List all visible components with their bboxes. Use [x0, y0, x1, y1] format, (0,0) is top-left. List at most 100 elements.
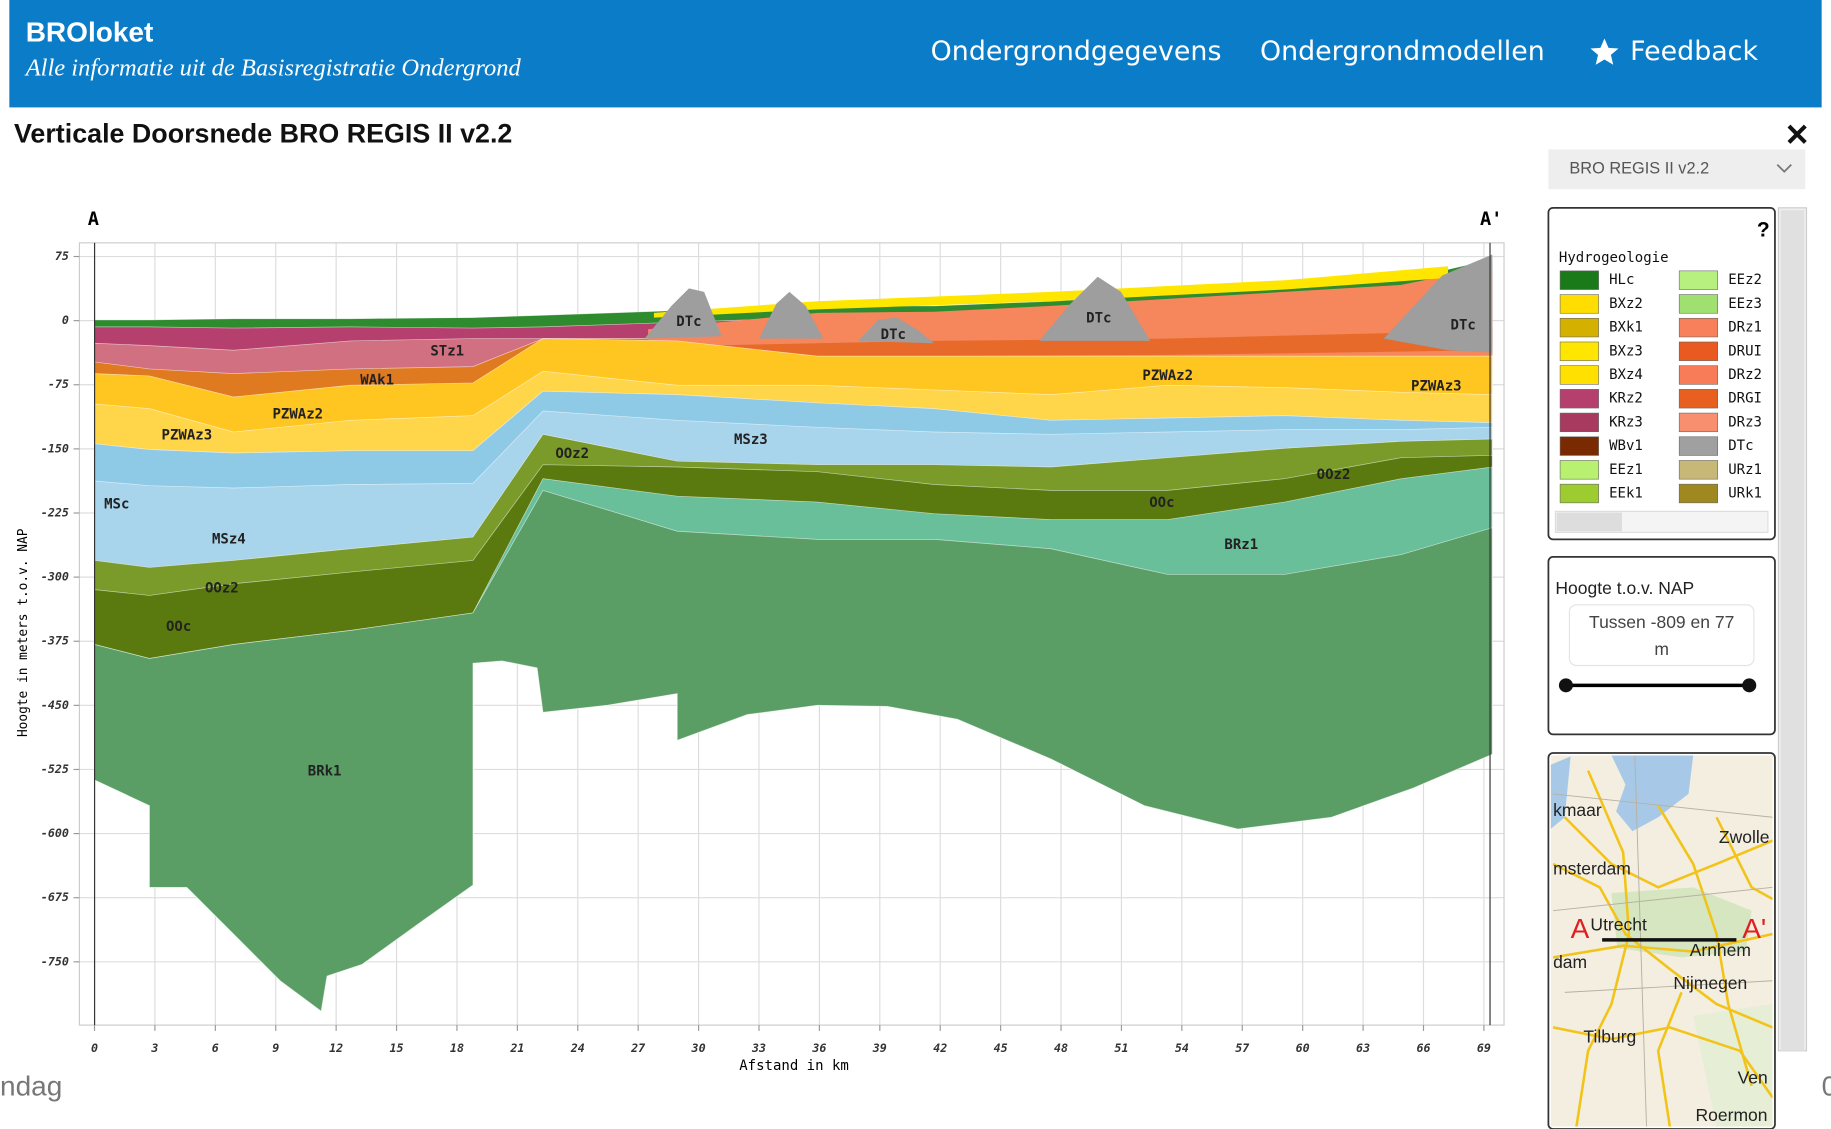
map-label: Nijmegen [1673, 973, 1747, 993]
x-tick-label: 36 [811, 1041, 826, 1055]
layer-label: WAk1 [360, 373, 394, 389]
slider-handle[interactable] [1559, 678, 1573, 692]
screen: ndag 0 BROloket Alle informatie uit de B… [0, 0, 1831, 1129]
layer-label: PZWAz2 [1142, 368, 1193, 384]
x-tick-label: 51 [1114, 1041, 1128, 1055]
y-tick-label: -300 [41, 570, 69, 584]
map-label: Ven [1738, 1067, 1768, 1087]
layer-label: OOz2 [205, 580, 239, 596]
legend-swatch [1560, 295, 1599, 314]
legend-label: EEz3 [1728, 296, 1762, 312]
y-tick-label: -150 [41, 441, 69, 455]
layer-label: DTc [881, 327, 906, 343]
x-tick-label: 39 [872, 1041, 887, 1055]
y-tick-label: -750 [41, 954, 69, 968]
x-tick-label: 27 [630, 1041, 645, 1055]
layer-label: PZWAz2 [272, 406, 323, 422]
legend-label: DRUI [1728, 343, 1762, 359]
layer-label: OOz2 [1317, 467, 1351, 483]
layer-label: MSz4 [212, 531, 246, 547]
map-label: Roermon [1696, 1105, 1768, 1125]
x-tick-label: 15 [390, 1041, 404, 1055]
legend-label: BXz4 [1609, 367, 1643, 383]
x-tick-label: 18 [450, 1041, 464, 1055]
slider-handle[interactable] [1742, 678, 1756, 692]
legend-swatch [1560, 366, 1599, 385]
range-text: m [1654, 639, 1669, 659]
x-tick-label: 57 [1235, 1041, 1249, 1055]
nav-link[interactable]: Feedback [1630, 36, 1758, 67]
legend-swatch [1679, 484, 1718, 503]
legend-swatch [1560, 413, 1599, 432]
layer-label: BRk1 [308, 764, 342, 780]
scroll-thumb[interactable] [1781, 210, 1804, 1051]
legend-swatch [1679, 366, 1718, 385]
site-subtitle: Alle informatie uit de Basisregistratie … [24, 55, 522, 82]
legend-label: DTc [1728, 438, 1753, 454]
x-tick-label: 33 [751, 1041, 766, 1055]
y-tick-label: -525 [41, 762, 69, 776]
legend-label: DRz2 [1728, 367, 1762, 383]
y-axis-label: Hoogte in meters t.o.v. NAP [16, 528, 31, 737]
map-label: msterdam [1553, 858, 1631, 878]
legend-label: BXz2 [1609, 296, 1643, 312]
legend-scroll-thumb[interactable] [1557, 513, 1622, 532]
map-label: dam [1553, 952, 1587, 972]
legend-label: KRz2 [1609, 391, 1643, 407]
map-label: Tilburg [1583, 1027, 1636, 1047]
legend-label: URk1 [1728, 486, 1762, 502]
legend-label: BXz3 [1609, 343, 1643, 359]
legend-label: EEk1 [1609, 486, 1643, 502]
legend-label: DRGI [1728, 391, 1762, 407]
layer-label: BRz1 [1224, 537, 1258, 553]
range-text: Tussen -809 en 77 [1589, 612, 1734, 632]
legend-swatch [1679, 342, 1718, 361]
height-filter-title: Hoogte t.o.v. NAP [1555, 578, 1694, 598]
site-title[interactable]: BROloket [26, 16, 154, 47]
x-tick-label: 24 [570, 1041, 585, 1055]
close-button[interactable] [1789, 126, 1805, 142]
legend-swatch [1560, 318, 1599, 337]
legend-swatch [1679, 271, 1718, 290]
layer-label: MSc [104, 496, 129, 512]
legend-label: URz1 [1728, 462, 1762, 478]
legend-swatch [1560, 389, 1599, 408]
x-tick-label: 21 [509, 1041, 524, 1055]
map-label: Arnhem [1690, 940, 1751, 960]
legend-swatch [1560, 460, 1599, 479]
body: {"header": {"title": "BROloket", "subtit… [0, 0, 1831, 1129]
legend-label: HLc [1609, 272, 1634, 288]
page: BROloket html, body { margin: 0; padding… [0, 0, 1831, 1129]
x-tick-label: 6 [212, 1041, 219, 1055]
section-end: A' [1480, 209, 1502, 230]
legend-swatch [1679, 318, 1718, 337]
help-icon[interactable]: ? [1757, 219, 1770, 242]
layer-label: PZWAz3 [1411, 378, 1462, 394]
legend-swatch [1560, 484, 1599, 503]
nav-link[interactable]: Ondergrondmodellen [1260, 36, 1545, 67]
y-tick-label: -375 [41, 634, 69, 648]
legend-label: BXk1 [1609, 320, 1643, 336]
legend-swatch [1679, 460, 1718, 479]
legend-swatch [1560, 342, 1599, 361]
legend-label: EEz1 [1609, 462, 1643, 478]
x-tick-label: 12 [329, 1041, 343, 1055]
x-tick-label: 42 [933, 1041, 947, 1055]
bg-text: 0 [1822, 1071, 1831, 1102]
x-tick-label: 3 [150, 1041, 158, 1055]
x-tick-label: 63 [1356, 1041, 1370, 1055]
map-label: Utrecht [1590, 914, 1647, 934]
legend-label: DRz3 [1728, 414, 1762, 430]
x-tick-label: 9 [272, 1041, 279, 1055]
y-tick-label: -675 [41, 890, 69, 904]
model-select-text[interactable]: BRO REGIS II v2.2 [1569, 160, 1709, 178]
map-label: Zwolle [1719, 827, 1770, 847]
x-tick-label: 48 [1054, 1041, 1068, 1055]
x-tick-label: 60 [1296, 1041, 1310, 1055]
legend-title: Hydrogeologie [1559, 250, 1669, 266]
map[interactable]: kmaar Zwolle msterdam Utrecht A A' Arnhe… [1551, 755, 1773, 1126]
nav-link[interactable]: Ondergrondgegevens [931, 36, 1222, 67]
legend-swatch [1679, 413, 1718, 432]
legend-label: EEz2 [1728, 272, 1762, 288]
x-tick-label: 0 [91, 1041, 98, 1055]
